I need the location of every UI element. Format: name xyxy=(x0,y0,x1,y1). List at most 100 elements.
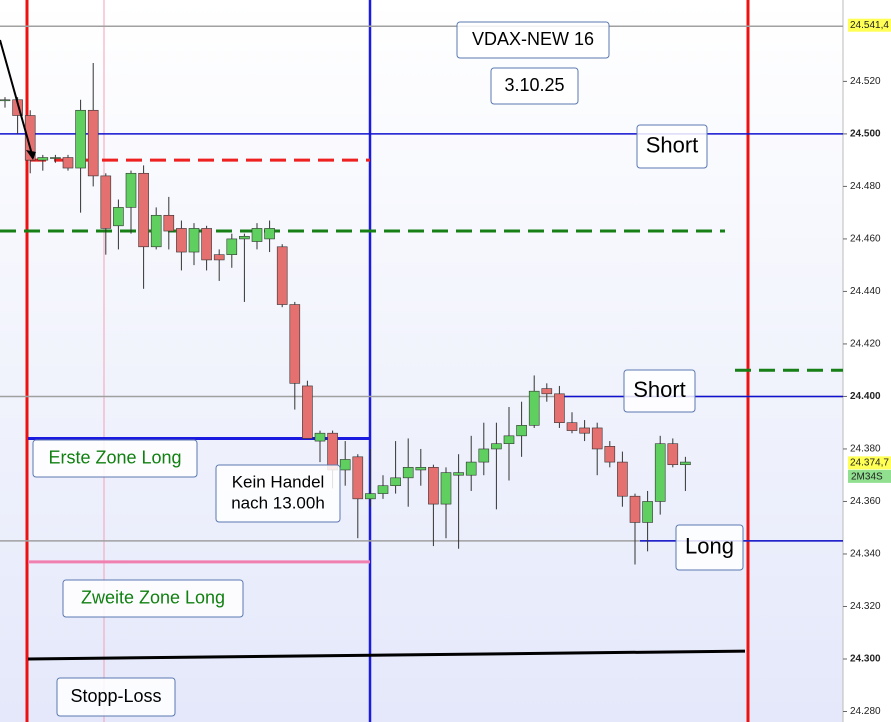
candle-body xyxy=(87,109,99,177)
annotation-text: Zweite Zone Long xyxy=(81,587,225,607)
candle-body xyxy=(566,422,578,431)
candle-body xyxy=(264,228,275,240)
candle-body xyxy=(276,246,288,305)
annotation-box xyxy=(215,464,341,523)
candle-body xyxy=(24,115,36,161)
candle-body xyxy=(138,172,149,248)
y-tick-label: 24.480 xyxy=(850,181,881,192)
y-tick-label: 24.360 xyxy=(850,496,881,507)
annotation-text: Short xyxy=(633,377,686,402)
candle-body xyxy=(201,228,212,261)
timer-label: 2M34S xyxy=(851,472,883,483)
candle-body xyxy=(302,385,313,439)
annotation-box xyxy=(32,439,198,478)
candle-body xyxy=(554,393,565,423)
candle-body xyxy=(453,472,464,476)
candle-body xyxy=(629,495,641,523)
y-tick-label: 24.440 xyxy=(850,286,881,297)
annotation-box xyxy=(62,579,244,618)
candle-body xyxy=(188,228,200,253)
candle-body xyxy=(491,443,502,450)
candle-body xyxy=(213,254,225,261)
price-level xyxy=(27,649,746,661)
candle-body xyxy=(478,448,490,463)
candle-body xyxy=(591,427,603,450)
candle-body xyxy=(579,427,590,434)
annotation-text: 3.10.25 xyxy=(504,75,564,95)
price-tag-label: 24.374,7 xyxy=(850,458,889,469)
candle-body xyxy=(62,157,74,169)
candle-body xyxy=(150,214,162,248)
candle-body xyxy=(415,467,427,471)
candle-body xyxy=(125,172,137,208)
y-tick-label: 24.340 xyxy=(850,549,881,560)
candle-body xyxy=(239,235,250,240)
candle-body xyxy=(226,238,238,255)
candle-body xyxy=(163,214,175,232)
y-tick-label: 24.380 xyxy=(850,444,881,455)
annotation-text: Short xyxy=(646,132,699,157)
annotation-box xyxy=(675,524,744,571)
candle-body xyxy=(528,390,540,426)
candle-body xyxy=(503,435,515,445)
annotation-text: Long xyxy=(685,533,734,558)
candle-body xyxy=(289,304,301,384)
y-tick-label: 24.520 xyxy=(850,76,881,87)
price-tag xyxy=(848,456,891,470)
candle-body xyxy=(0,99,11,102)
y-tick-label: 24.460 xyxy=(850,234,881,245)
candle-body xyxy=(37,157,49,161)
annotation-box xyxy=(636,124,708,169)
candle-body xyxy=(428,467,439,505)
candle-body xyxy=(440,472,452,505)
annotations: VDAX-NEW 16 3.10.25 Short Short Erste Zone L… xyxy=(32,21,744,717)
candle-body xyxy=(327,432,338,471)
candle-body xyxy=(642,501,653,523)
price-tag xyxy=(848,18,891,32)
annotation-box xyxy=(456,21,610,59)
annotation-text: nach 13.00h xyxy=(231,494,325,513)
candle-body xyxy=(176,228,187,253)
candle-body xyxy=(390,477,401,487)
annotation-text: Erste Zone Long xyxy=(48,447,181,467)
candle-body xyxy=(667,443,679,466)
annotation-text: Stopp-Loss xyxy=(70,686,161,706)
y-tick-label: 24.500 xyxy=(850,129,881,140)
candle-body xyxy=(604,446,616,463)
annotation-text: VDAX-NEW 16 xyxy=(472,29,594,49)
arrow xyxy=(0,39,34,159)
candle-body xyxy=(75,109,86,169)
annotation-box xyxy=(56,677,176,717)
candle-body xyxy=(654,443,666,502)
candle-body xyxy=(365,493,376,500)
y-axis: 24.280 24.300 24.320 24.340 24.360 24.380 24.4… xyxy=(843,18,891,717)
axis-background xyxy=(843,0,891,722)
candle-body xyxy=(465,461,477,476)
candle-body xyxy=(516,425,527,437)
y-tick-label: 24.300 xyxy=(850,654,881,665)
candle-body xyxy=(377,485,389,494)
candle-body xyxy=(50,157,61,159)
candle-body xyxy=(617,461,628,497)
candle-body xyxy=(352,456,364,500)
candle-body xyxy=(541,388,553,395)
y-tick-label: 24.280 xyxy=(850,706,881,717)
y-tick-label: 24.420 xyxy=(850,339,881,350)
candle-body xyxy=(680,461,691,466)
candle-body xyxy=(339,459,351,471)
annotation-box xyxy=(490,67,579,105)
annotation-text: Kein Handel xyxy=(232,472,325,491)
arrow-head xyxy=(26,150,36,160)
price-tag-label: 24.541,4 xyxy=(850,20,889,31)
timer-box xyxy=(848,469,891,483)
candle-body xyxy=(100,175,112,229)
candle-body xyxy=(251,228,263,242)
y-tick-label: 24.400 xyxy=(850,391,881,402)
candle-body xyxy=(113,207,124,227)
y-tick-label: 24.320 xyxy=(850,601,881,612)
candle-body xyxy=(402,467,414,479)
candles xyxy=(0,63,691,565)
candle-body xyxy=(314,432,326,442)
annotation-box xyxy=(623,369,696,413)
